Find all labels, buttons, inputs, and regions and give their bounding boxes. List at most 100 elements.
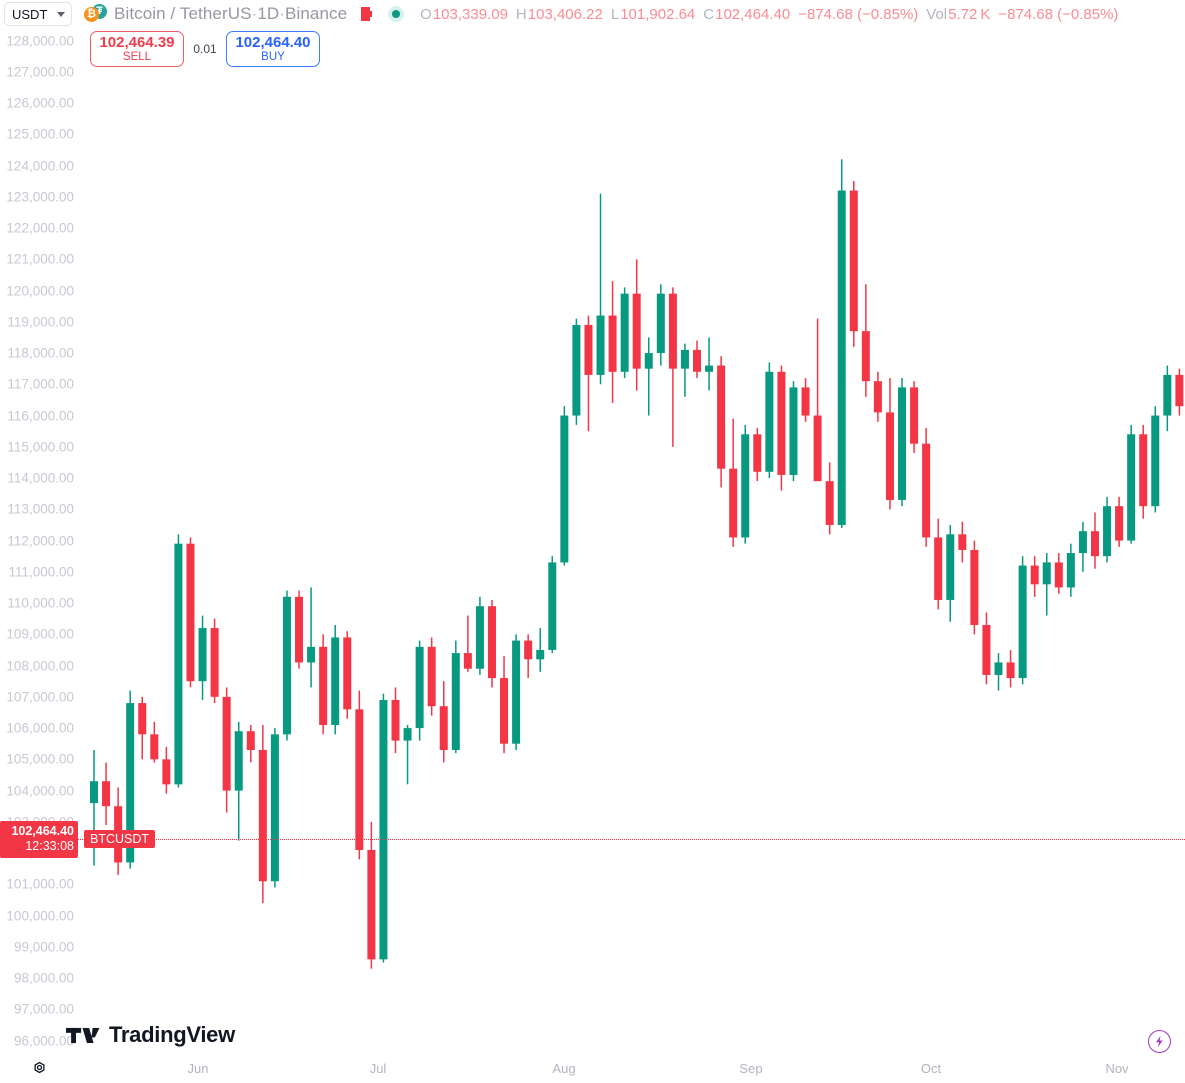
candle-body	[982, 624, 991, 675]
market-open-dot-icon[interactable]	[388, 6, 405, 22]
price-axis-tick: 104,000.00	[6, 783, 74, 799]
price-axis-tick: 119,000.00	[7, 314, 74, 330]
candle-wick	[406, 724, 409, 785]
candle-body	[693, 349, 701, 372]
candle-body	[319, 646, 328, 725]
candle-body	[524, 640, 533, 660]
candlestick-icon-notch-bottom	[370, 17, 375, 21]
ohlc-low: L101,902.64	[611, 6, 695, 23]
candle-body	[258, 749, 267, 882]
replay-button[interactable]	[1148, 1030, 1171, 1053]
price-axis-tick: 122,000.00	[6, 220, 74, 236]
candle-body	[307, 646, 316, 663]
candle-body	[620, 293, 629, 372]
symbol-interval[interactable]: 1D	[257, 4, 280, 23]
price-axis-tick: 111,000.00	[8, 564, 74, 580]
candle-body	[391, 699, 400, 741]
time-axis[interactable]: Jun Jul Aug Sep Oct Nov	[0, 1050, 1185, 1083]
candle-body	[994, 662, 1003, 675]
candle-body	[150, 734, 159, 760]
time-axis-tick: Aug	[552, 1061, 576, 1076]
candle-body	[475, 606, 484, 669]
candlestick-icon-notch-top	[370, 7, 375, 11]
order-quantity[interactable]: 0.01	[193, 42, 217, 56]
candle-body	[367, 849, 376, 960]
price-axis[interactable]: 128,000.00 127,000.00 126,000.00 125,000.00…	[0, 28, 78, 1050]
candle-body	[343, 637, 352, 710]
candle-body	[1127, 434, 1136, 541]
symbol-sep-1: ·	[251, 4, 258, 23]
candle-body	[813, 415, 822, 482]
candle-body	[439, 706, 448, 750]
price-axis-tick: 108,000.00	[6, 658, 74, 674]
candle-body	[789, 387, 798, 475]
ohlc-high-label: H	[515, 5, 527, 23]
candle-body	[331, 637, 340, 725]
candle-body	[1006, 662, 1015, 679]
candle-body	[644, 353, 653, 369]
price-axis-tick: 112,000.00	[7, 533, 74, 549]
ohlc-change: −874.68 (−0.85%)	[798, 5, 919, 23]
candle-body	[765, 371, 774, 472]
candle-body	[705, 365, 714, 372]
chart-plot-area[interactable]	[78, 28, 1185, 1050]
time-axis-tick: Sep	[739, 1061, 763, 1076]
candle-body	[210, 628, 219, 697]
time-axis-tick: Jul	[369, 1061, 387, 1076]
time-axis-tick: Oct	[920, 1061, 942, 1076]
candle-wick	[708, 337, 710, 391]
price-axis-tick: 113,000.00	[7, 501, 74, 517]
price-axis-tick: 96,000.00	[13, 1033, 74, 1049]
candle-body	[741, 434, 750, 538]
candle-wick	[684, 343, 686, 397]
volume-change: −874.68 (−0.85%)	[998, 5, 1119, 23]
candle-body	[753, 434, 762, 472]
price-axis-tick: 128,000.00	[6, 33, 74, 48]
price-axis-tick: 123,000.00	[6, 189, 74, 205]
candle-body	[729, 468, 738, 538]
candle-body	[970, 549, 979, 625]
currency-select[interactable]: USDT	[4, 2, 72, 26]
price-axis-tick: 127,000.00	[6, 64, 74, 80]
candle-body	[680, 349, 689, 369]
candle-body	[270, 734, 279, 882]
price-axis-tick: 120,000.00	[6, 283, 74, 299]
candle-wick	[816, 318, 819, 422]
candle-body	[717, 365, 726, 469]
candle-body	[90, 781, 98, 804]
candle-body	[608, 315, 617, 372]
candle-body	[512, 640, 521, 744]
candle-body	[126, 703, 135, 863]
candle-body	[958, 534, 967, 550]
buy-label: BUY	[261, 51, 285, 64]
price-axis-tick: 100,000.00	[6, 908, 74, 924]
sell-price: 102,464.39	[99, 33, 175, 51]
sell-button[interactable]: 102,464.39 SELL	[90, 31, 184, 67]
gear-icon[interactable]	[30, 1058, 49, 1077]
ohlc-close: C102,464.40	[703, 6, 790, 23]
price-axis-tick: 106,000.00	[6, 720, 74, 736]
candle-body	[596, 315, 605, 375]
volume-value: 5.72 K	[948, 5, 991, 23]
chart-legend-bar: USDT ₮ ₿ Bitcoin / TetherUS·1D·Binance O…	[0, 0, 1185, 28]
candle-body	[138, 703, 147, 735]
candlestick-icon[interactable]	[361, 6, 375, 22]
candle-wick	[648, 337, 650, 416]
symbol-title[interactable]: Bitcoin / TetherUS·1D·Binance	[114, 4, 347, 24]
candle-body	[560, 415, 569, 563]
price-axis-tick: 124,000.00	[6, 158, 74, 174]
candlestick-series	[90, 159, 1184, 969]
tradingview-logo[interactable]: TradingView	[66, 1022, 235, 1048]
price-axis-tick: 99,000.00	[13, 939, 74, 955]
price-axis-tick: 97,000.00	[13, 1001, 74, 1017]
candle-body	[1103, 506, 1112, 557]
price-axis-tick: 118,000.00	[7, 345, 74, 361]
last-price-tag[interactable]: 102,464.40 12:33:08	[0, 820, 78, 858]
buy-button[interactable]: 102,464.40 BUY	[226, 31, 320, 67]
candle-body	[295, 596, 304, 663]
currency-select-value: USDT	[12, 6, 48, 22]
candle-body	[825, 481, 834, 525]
candle-body	[837, 190, 846, 525]
price-axis-tick: 115,000.00	[7, 439, 74, 455]
